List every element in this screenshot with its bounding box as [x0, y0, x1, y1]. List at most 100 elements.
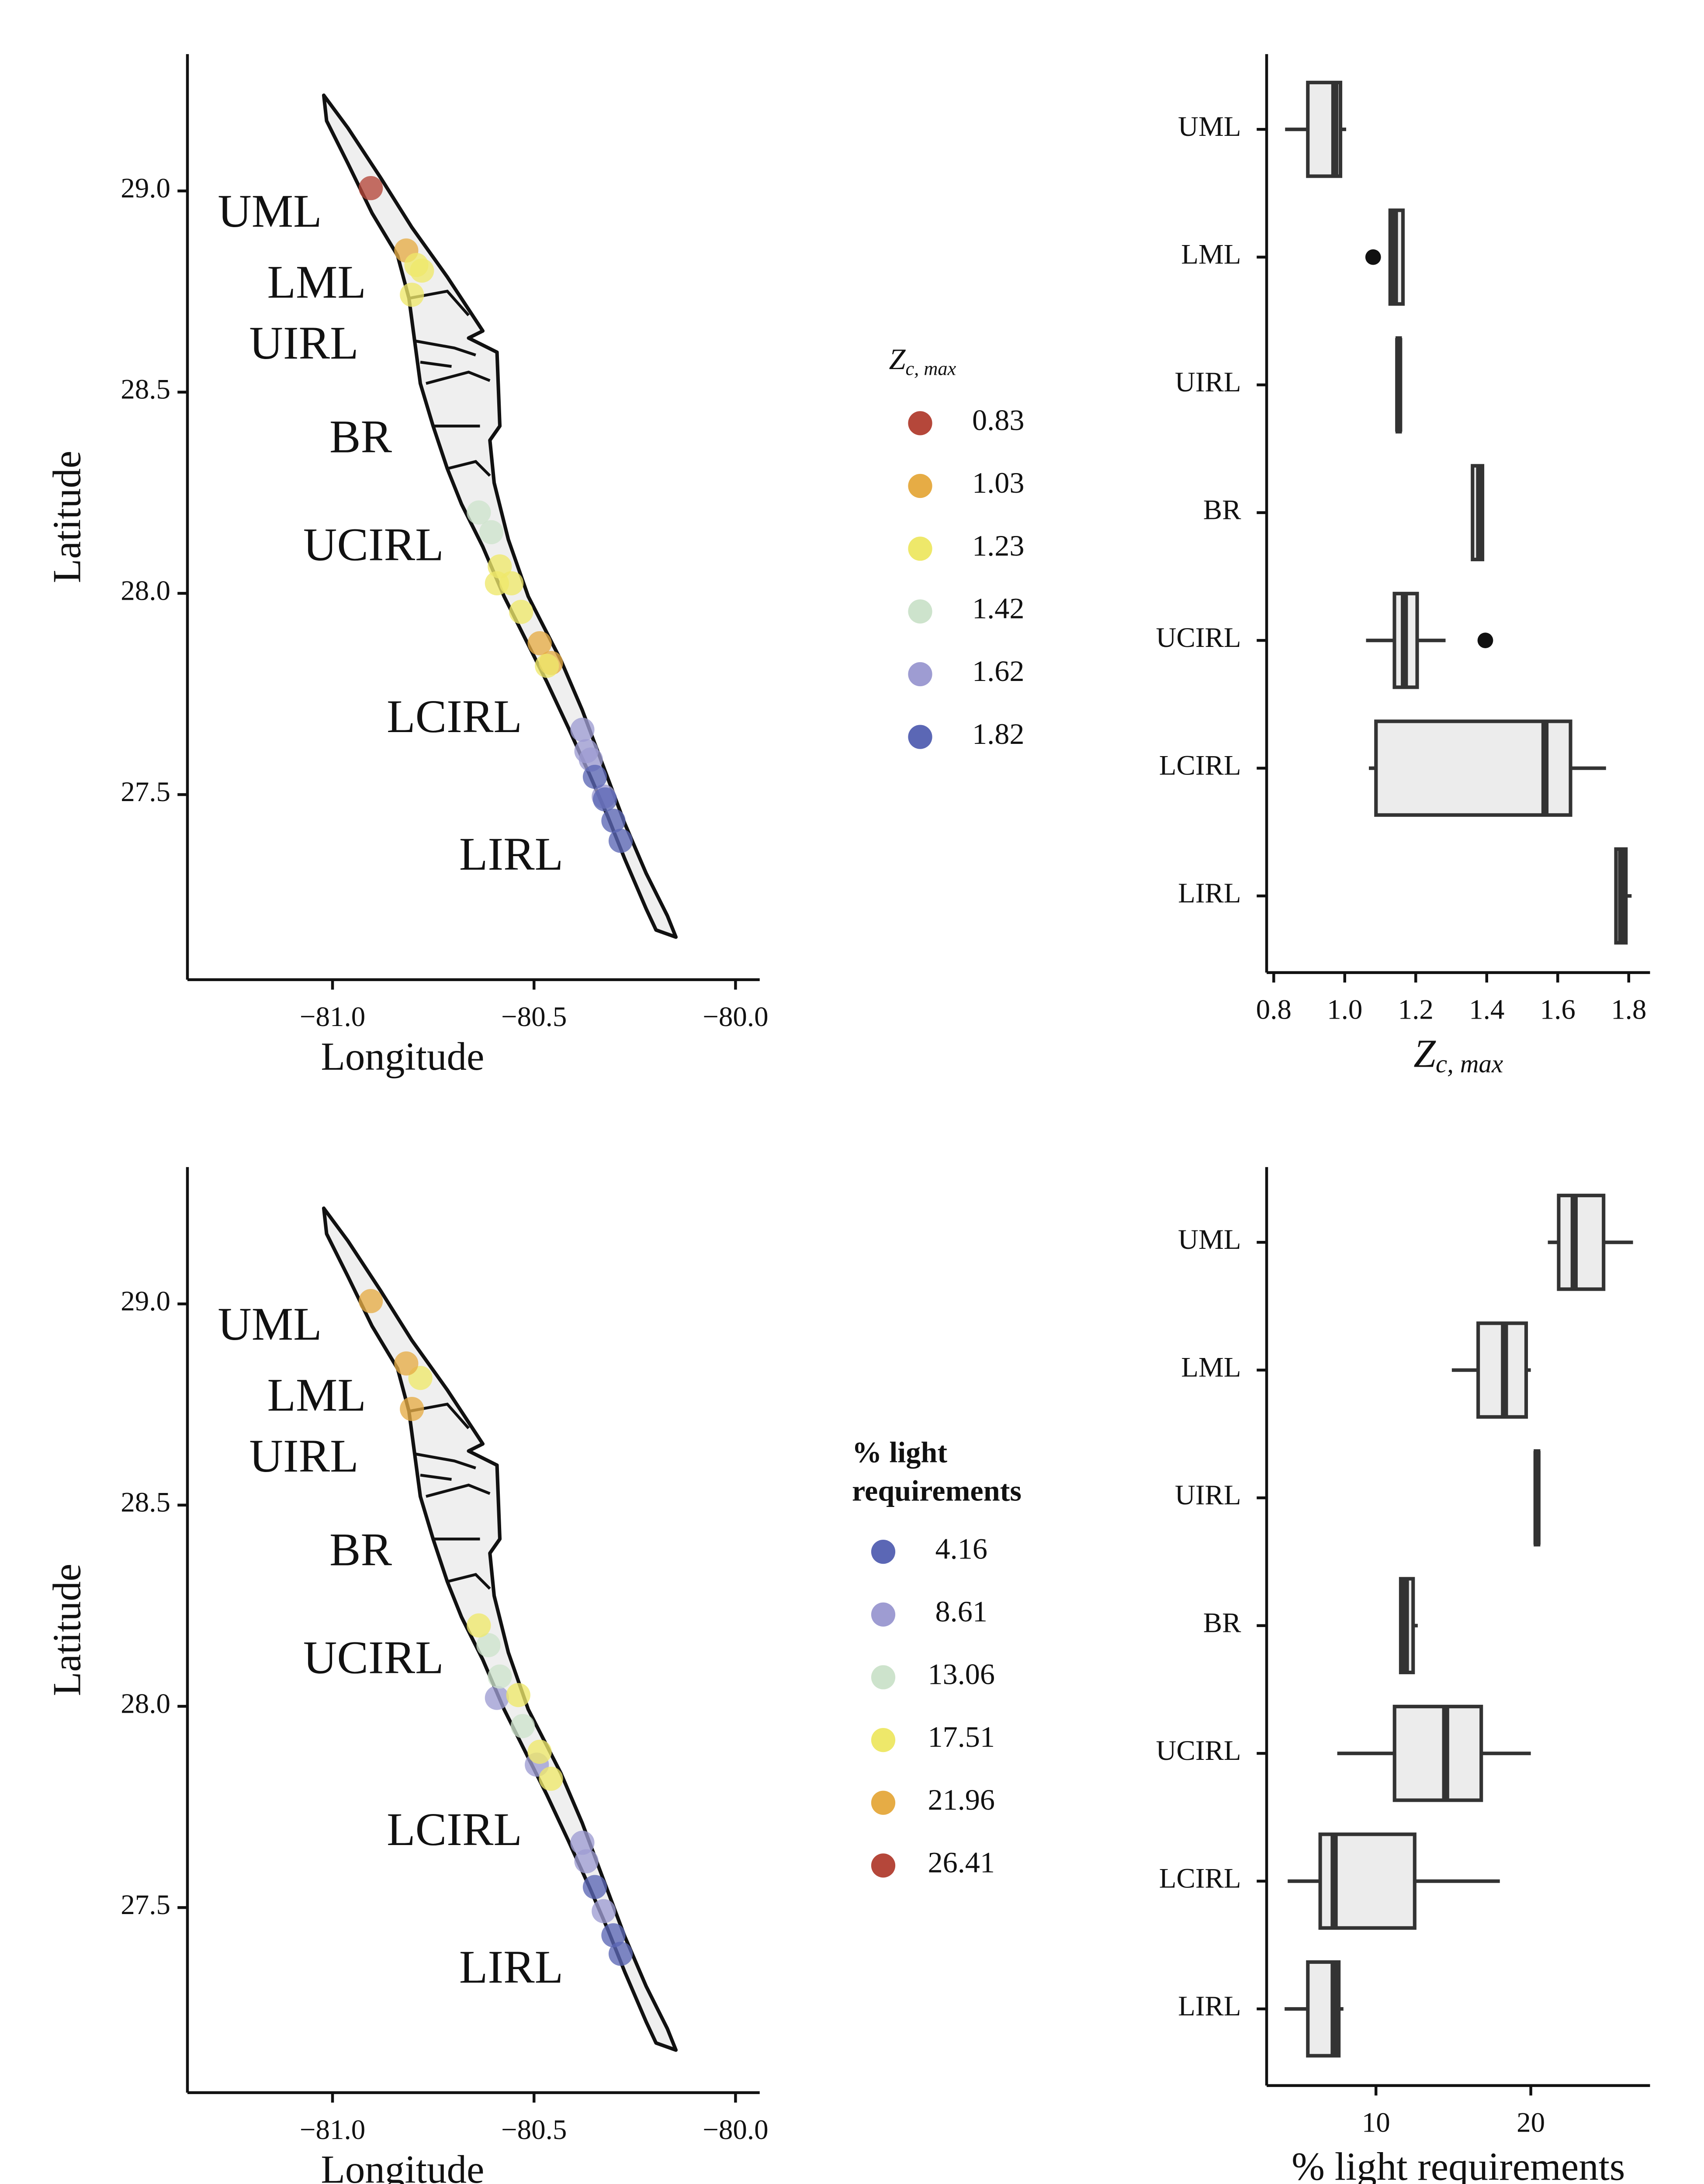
x-tick-label: 0.8	[1256, 994, 1292, 1026]
site-point	[570, 1831, 595, 1855]
site-point	[535, 653, 559, 678]
legend-title-line: requirements	[852, 1474, 1022, 1507]
legend-label: 8.61	[935, 1595, 987, 1628]
legend-swatch	[871, 1540, 896, 1564]
region-label: LML	[267, 256, 366, 308]
y-tick-label: UIRL	[1175, 366, 1241, 398]
legend-swatch	[871, 1728, 896, 1752]
legend-label: 1.42	[972, 591, 1024, 625]
x-tick-label: −81.0	[300, 2114, 365, 2146]
site-point	[467, 500, 491, 525]
legend-label: 4.16	[935, 1532, 987, 1565]
box	[1374, 719, 1572, 817]
site-point	[592, 787, 617, 812]
x-tick-label: 1.4	[1469, 994, 1504, 1026]
site-point	[485, 1686, 509, 1710]
legend-title-main: Z	[889, 342, 906, 376]
region-label: LIRL	[459, 1941, 563, 1993]
site-point	[592, 1899, 616, 1923]
y-tick-label: UCIRL	[1156, 1735, 1241, 1766]
legend-label: 17.51	[928, 1720, 995, 1753]
x-tick-label: −80.5	[501, 1001, 567, 1033]
region-label: UML	[218, 1298, 322, 1350]
site-point	[476, 1633, 501, 1658]
region-label: UCIRL	[303, 1632, 444, 1684]
region-label: UML	[218, 185, 322, 237]
legend-label: 21.96	[928, 1783, 995, 1816]
x-tick-label: 20	[1517, 2107, 1545, 2139]
x-axis-title: Longitude	[321, 2147, 484, 2184]
region-label: UIRL	[249, 317, 358, 369]
region-label: BR	[329, 1524, 392, 1576]
coastline	[324, 1208, 676, 2050]
site-point	[485, 571, 509, 596]
y-tick-label: BR	[1203, 494, 1241, 526]
region-label: UIRL	[249, 1430, 358, 1482]
y-tick-label: BR	[1203, 1607, 1241, 1639]
legend-label: 1.23	[972, 529, 1024, 562]
site-point	[400, 1396, 424, 1421]
x-axis-title-main: Z	[1413, 1032, 1436, 1076]
legend-swatch	[908, 725, 932, 749]
outlier	[1477, 632, 1493, 648]
site-point	[574, 1849, 599, 1873]
y-tick-label: UML	[1178, 1224, 1241, 1255]
region-label: UCIRL	[303, 519, 444, 571]
y-tick-label: 29.0	[121, 1286, 170, 1317]
y-tick-label: LCIRL	[1159, 750, 1241, 781]
legend-swatch	[871, 1665, 896, 1690]
site-point	[539, 1766, 563, 1791]
legend-swatch	[871, 1790, 896, 1815]
x-tick-label: −81.0	[300, 1001, 365, 1033]
site-point	[400, 283, 424, 307]
legend-title-sub: c, max	[905, 358, 956, 380]
legend-label: 1.62	[972, 654, 1024, 688]
region-label: LIRL	[459, 828, 563, 880]
y-tick-label: 29.0	[121, 173, 170, 204]
x-axis-title: Longitude	[321, 1034, 484, 1078]
region-label: BR	[329, 411, 392, 463]
legend-swatch	[908, 411, 932, 435]
legend-label: 13.06	[928, 1658, 995, 1691]
y-tick-label: LML	[1181, 1352, 1241, 1383]
x-axis-title: % light requirements	[1292, 2145, 1625, 2184]
y-axis-title: Latitude	[45, 1564, 89, 1696]
region-label: LCIRL	[387, 1804, 522, 1856]
x-tick-label: −80.0	[703, 2114, 768, 2146]
y-tick-label: UIRL	[1175, 1479, 1241, 1511]
site-point	[570, 718, 595, 742]
x-tick-label: 1.6	[1540, 994, 1576, 1026]
x-tick-label: 1.0	[1327, 994, 1362, 1026]
site-point	[394, 1351, 419, 1376]
legend-title-line: % light	[852, 1435, 947, 1469]
outlier	[1365, 249, 1381, 265]
box	[1557, 1193, 1606, 1291]
legend-label: 1.82	[972, 717, 1024, 750]
site-point	[506, 1683, 530, 1707]
x-axis-title-sub: c, max	[1436, 1049, 1503, 1078]
legend-label: 1.03	[972, 466, 1024, 499]
y-tick-label: 28.5	[121, 374, 170, 405]
y-tick-label: UCIRL	[1156, 622, 1241, 653]
site-point	[608, 829, 633, 853]
box	[1392, 1704, 1483, 1802]
site-point	[488, 1664, 512, 1689]
site-point	[467, 1613, 491, 1638]
site-point	[582, 764, 607, 789]
y-tick-label: 28.0	[121, 575, 170, 606]
y-tick-label: LML	[1181, 239, 1241, 270]
site-point	[527, 631, 552, 656]
x-tick-label: 10	[1362, 2107, 1390, 2139]
legend-swatch	[908, 473, 932, 498]
site-point	[527, 1739, 552, 1764]
site-point	[582, 1875, 607, 1899]
y-axis-title: Latitude	[45, 451, 89, 583]
site-point	[601, 1923, 626, 1948]
legend-title: Zc, max	[889, 342, 956, 380]
x-tick-label: −80.5	[501, 2114, 567, 2146]
site-point	[359, 1289, 383, 1313]
x-axis-title: Zc, max	[1413, 1032, 1503, 1078]
region-label: LML	[267, 1369, 366, 1421]
site-point	[479, 520, 504, 545]
